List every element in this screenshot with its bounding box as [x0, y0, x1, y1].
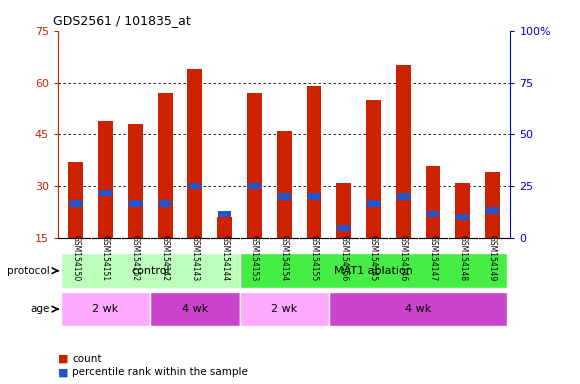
Bar — [240, 253, 508, 288]
Text: GSM154155: GSM154155 — [310, 235, 318, 281]
Bar — [188, 183, 201, 189]
Text: GSM154151: GSM154151 — [101, 235, 110, 281]
Text: protocol: protocol — [6, 266, 49, 276]
Text: MAT1 ablation: MAT1 ablation — [334, 266, 413, 276]
Bar — [367, 200, 380, 207]
Text: GDS2561 / 101835_at: GDS2561 / 101835_at — [53, 14, 191, 27]
Text: GSM154153: GSM154153 — [250, 235, 259, 281]
Bar — [456, 214, 469, 220]
Bar — [485, 172, 500, 238]
Bar — [397, 194, 409, 200]
Text: GSM154149: GSM154149 — [488, 235, 497, 281]
Bar — [240, 292, 329, 326]
Text: GSM154156: GSM154156 — [339, 235, 348, 281]
Text: GSM154143: GSM154143 — [190, 235, 200, 281]
Bar — [427, 211, 439, 217]
Bar — [396, 65, 411, 238]
Text: control: control — [131, 266, 169, 276]
Bar — [306, 86, 321, 238]
Bar — [455, 183, 470, 238]
Text: GSM154148: GSM154148 — [458, 235, 467, 281]
Bar — [61, 253, 240, 288]
Bar — [218, 211, 231, 217]
Text: 2 wk: 2 wk — [271, 304, 298, 314]
Bar — [278, 194, 291, 200]
Bar — [150, 292, 240, 326]
Text: 2 wk: 2 wk — [92, 304, 119, 314]
Text: GSM154146: GSM154146 — [399, 235, 408, 281]
Bar — [158, 93, 173, 238]
Bar — [486, 207, 499, 214]
Bar — [159, 200, 172, 207]
Bar — [338, 225, 350, 231]
Bar — [128, 124, 143, 238]
Bar — [218, 217, 232, 238]
Text: 4 wk: 4 wk — [182, 304, 208, 314]
Bar — [70, 200, 82, 207]
Text: 4 wk: 4 wk — [405, 304, 432, 314]
Text: ■: ■ — [58, 354, 68, 364]
Bar — [426, 166, 440, 238]
Text: GSM154142: GSM154142 — [161, 235, 169, 281]
Bar — [98, 121, 113, 238]
Text: ■: ■ — [58, 367, 68, 377]
Text: GSM154150: GSM154150 — [71, 235, 81, 281]
Bar — [61, 292, 150, 326]
Text: GSM154154: GSM154154 — [280, 235, 289, 281]
Bar — [247, 93, 262, 238]
Text: count: count — [72, 354, 102, 364]
Text: GSM154145: GSM154145 — [369, 235, 378, 281]
Bar — [68, 162, 84, 238]
Text: GSM154152: GSM154152 — [131, 235, 140, 281]
Bar — [336, 183, 351, 238]
Bar — [129, 200, 142, 207]
Bar — [248, 183, 261, 189]
Text: percentile rank within the sample: percentile rank within the sample — [72, 367, 248, 377]
Bar — [329, 292, 508, 326]
Text: GSM154144: GSM154144 — [220, 235, 229, 281]
Bar — [99, 190, 112, 196]
Bar — [277, 131, 292, 238]
Text: GSM154147: GSM154147 — [429, 235, 437, 281]
Bar — [187, 69, 202, 238]
Bar — [307, 194, 320, 200]
Bar — [366, 100, 381, 238]
Text: age: age — [30, 304, 49, 314]
